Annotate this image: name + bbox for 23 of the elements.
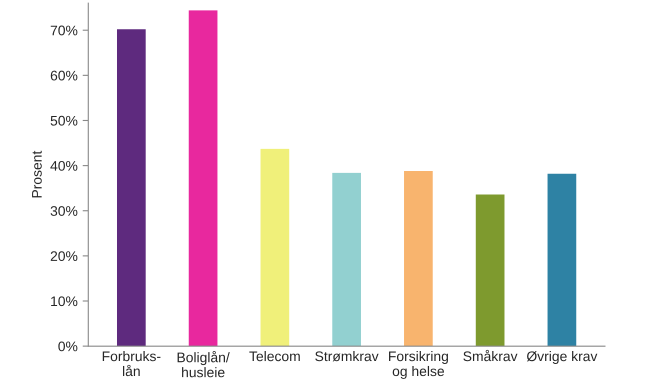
bar [188,10,218,346]
x-tick-label: Boliglån/ husleie [178,350,230,378]
bar [260,148,290,346]
x-tick-label: Forbruks- lån [102,350,160,376]
y-tick-label: 60% [50,70,78,81]
bar [476,194,504,346]
bar [548,174,576,346]
y-tick-label: 20% [50,251,78,262]
x-tick-label: Øvrige krav [526,350,598,364]
x-tick-label: Telecom [249,350,300,362]
bar [332,172,361,346]
y-axis-title: Prosent [32,150,42,198]
x-tick-label: Strømkrav [315,350,379,362]
bar [404,171,433,346]
x-tick-label: Forsikring og helse [389,350,448,379]
y-tick-label: 70% [50,26,78,36]
bar [116,29,146,346]
y-tick-label: 0% [58,341,78,352]
x-tick-label: Småkrav [463,350,518,362]
y-tick-label: 30% [50,206,78,216]
y-tick-label: 40% [50,160,78,171]
y-tick-label: 10% [51,296,78,306]
y-tick-label: 50% [50,116,78,126]
